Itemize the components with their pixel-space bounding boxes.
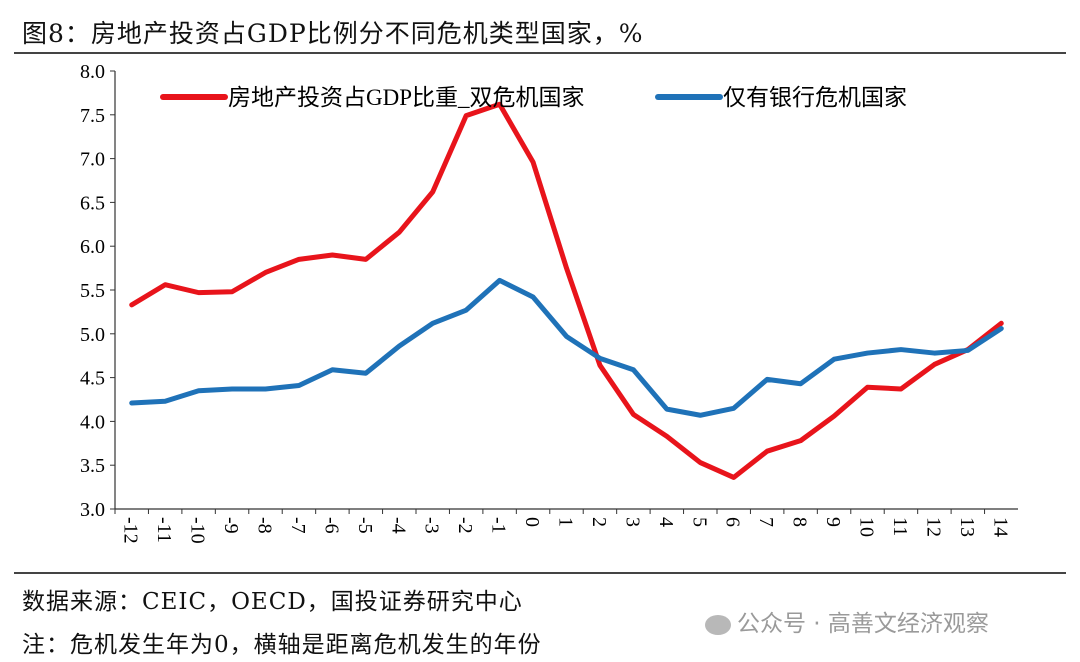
title-divider	[14, 52, 1066, 54]
x-tick-label: -6	[320, 517, 342, 534]
y-tick-label: 3.5	[80, 455, 105, 477]
y-tick-label: 3.0	[80, 499, 105, 521]
x-tick-label: -8	[254, 517, 276, 534]
x-tick-label: -4	[387, 517, 409, 534]
x-tick-label: 14	[989, 517, 1011, 537]
source-text: 数据来源：CEIC，OECD，国投证券研究中心	[22, 589, 523, 615]
x-tick-label: -5	[354, 517, 376, 534]
x-tick-label: 11	[889, 517, 911, 536]
x-tick-label: -9	[220, 517, 242, 534]
y-tick-label: 4.5	[80, 368, 105, 390]
line-chart: 3.03.54.04.55.05.56.06.57.07.58.0-12 -11-…	[80, 61, 1018, 544]
y-tick-label: 4.0	[80, 411, 105, 433]
x-tick-label: 0	[521, 517, 543, 527]
y-tick-label: 5.5	[80, 280, 105, 302]
x-tick-label: 12	[922, 517, 944, 537]
x-tick-label: -3	[421, 517, 443, 534]
y-tick-label: 8.0	[80, 61, 105, 83]
x-tick-label: 5	[688, 517, 710, 527]
x-tick-label: -10	[187, 517, 209, 544]
y-tick-label: 7.0	[80, 149, 105, 171]
legend-label-0: 房地产投资占GDP比重_双危机国家	[228, 85, 585, 110]
x-tick-label: -12	[120, 517, 142, 544]
legend-label-1: 仅有银行危机国家	[723, 85, 907, 110]
x-tick-label: -7	[287, 517, 309, 534]
x-tick-label: 1	[555, 517, 577, 527]
x-tick-label: -11	[153, 517, 175, 543]
x-tick-label: 9	[822, 517, 844, 527]
y-tick-label: 5.0	[80, 324, 105, 346]
series-line-0	[129, 101, 1004, 480]
y-tick-label: 6.5	[80, 192, 105, 214]
x-tick-label: 2	[588, 517, 610, 527]
note-text: 注：危机发生年为0，横轴是距离危机发生的年份	[22, 632, 542, 658]
x-tick-label: 7	[755, 517, 777, 527]
series-line-1	[129, 277, 1004, 418]
x-tick-label: 6	[722, 517, 744, 527]
wechat-icon	[705, 614, 731, 635]
y-tick-label: 6.0	[80, 236, 105, 258]
x-tick-label: 8	[789, 517, 811, 527]
x-tick-label: 13	[956, 517, 978, 537]
footer-divider	[14, 572, 1066, 574]
x-tick-label: -2	[454, 517, 476, 534]
watermark: 公众号 · 高善文经济观察	[705, 604, 989, 638]
watermark-text: 公众号 · 高善文经济观察	[737, 611, 989, 637]
x-tick-label: 10	[856, 517, 878, 537]
x-tick-label: 4	[655, 517, 677, 527]
x-tick-label: 3	[621, 517, 643, 527]
x-tick-label: -1	[488, 517, 510, 534]
y-tick-label: 7.5	[80, 105, 105, 127]
chart-title: 图8：房地产投资占GDP比例分不同危机类型国家，%	[22, 19, 644, 48]
